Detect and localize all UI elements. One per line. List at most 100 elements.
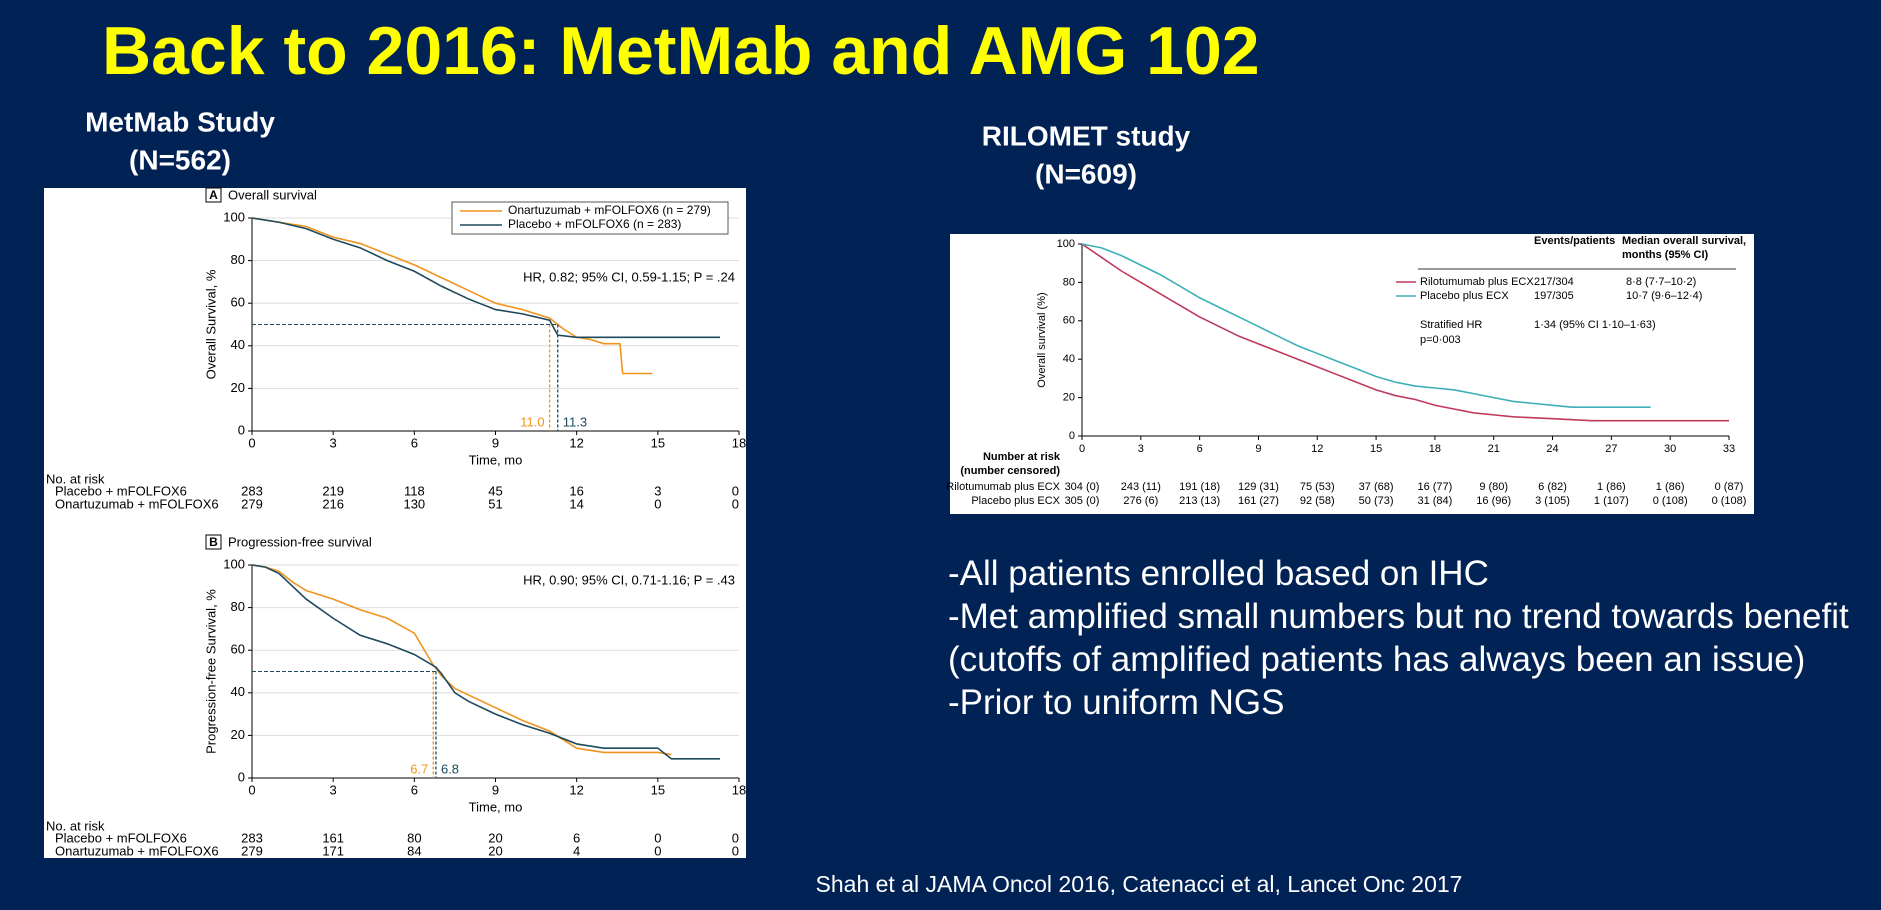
annotation: Stratified HR bbox=[1420, 319, 1482, 331]
risk-count: 283 bbox=[241, 483, 263, 498]
x-tick-label: 27 bbox=[1605, 443, 1617, 455]
x-tick-label: 18 bbox=[1429, 443, 1441, 455]
risk-count: 279 bbox=[241, 496, 263, 511]
risk-count: 118 bbox=[404, 483, 425, 498]
risk-row-label: Onartuzumab + mFOLFOX6 bbox=[55, 496, 219, 511]
y-tick-label: 80 bbox=[1063, 276, 1075, 288]
risk-count: 20 bbox=[488, 830, 502, 845]
risk-count: 279 bbox=[241, 843, 263, 858]
x-tick-label: 0 bbox=[248, 782, 255, 797]
risk-row-label: Onartuzumab + mFOLFOX6 bbox=[55, 843, 219, 858]
chart-title: Progression-free survival bbox=[228, 534, 372, 549]
x-tick-label: 30 bbox=[1664, 443, 1676, 455]
heading: (N=609) bbox=[1035, 158, 1137, 189]
risk-count: 3 bbox=[654, 483, 661, 498]
bullet: -Prior to uniform NGS bbox=[948, 683, 1285, 722]
x-tick-label: 0 bbox=[248, 435, 255, 450]
x-tick-label: 0 bbox=[1079, 443, 1085, 455]
table-cell: 197/305 bbox=[1534, 290, 1574, 302]
y-tick-label: 20 bbox=[231, 727, 245, 742]
x-tick-label: 6 bbox=[411, 435, 418, 450]
survival-curve bbox=[251, 564, 672, 756]
legend-box bbox=[451, 201, 729, 235]
risk-count: 0 bbox=[732, 830, 739, 845]
heading: MetMab Study bbox=[85, 106, 275, 137]
annotation: HR, 0.90; 95% CI, 0.71-1.16; P = .43 bbox=[523, 572, 735, 587]
risk-count: 0 bbox=[732, 496, 739, 511]
risk-count: 84 bbox=[407, 843, 421, 858]
y-axis-label: Overall Survival, % bbox=[203, 269, 218, 379]
y-tick-label: 40 bbox=[231, 684, 245, 699]
y-tick-label: 0 bbox=[238, 769, 245, 784]
median-label: 11.0 bbox=[520, 414, 544, 429]
annotation: 1·34 (95% CI 1·10–1·63) bbox=[1534, 319, 1656, 331]
x-tick-label: 9 bbox=[1255, 443, 1261, 455]
y-tick-label: 100 bbox=[1057, 238, 1075, 250]
y-tick-label: 80 bbox=[231, 252, 245, 267]
x-tick-label: 3 bbox=[330, 782, 337, 797]
median-label: 6.7 bbox=[410, 761, 428, 776]
risk-title: (number censored) bbox=[960, 465, 1060, 477]
bullet: -Met amplified small numbers but no tren… bbox=[948, 597, 1849, 679]
y-tick-label: 20 bbox=[1063, 392, 1075, 404]
legend-label: Placebo + mFOLFOX6 (n = 283) bbox=[508, 217, 681, 231]
figure-panel bbox=[950, 234, 1754, 514]
table-header: months (95% CI) bbox=[1622, 249, 1709, 261]
x-tick-label: 9 bbox=[492, 782, 499, 797]
bullet-list: -All patients enrolled based on IHC -Met… bbox=[948, 552, 1868, 724]
median-label: 6.8 bbox=[441, 761, 459, 776]
risk-count: 0 (108) bbox=[1712, 495, 1747, 507]
risk-count: 276 (6) bbox=[1123, 495, 1158, 507]
figure-panel bbox=[44, 188, 746, 858]
survival-curve bbox=[251, 564, 721, 760]
x-tick-label: 12 bbox=[569, 782, 583, 797]
risk-count: 14 bbox=[569, 496, 583, 511]
y-axis-label: Progression-free Survival, % bbox=[203, 589, 218, 754]
median-label: 11.3 bbox=[563, 414, 587, 429]
risk-count: 75 (53) bbox=[1300, 481, 1335, 493]
risk-count: 3 (105) bbox=[1535, 495, 1570, 507]
risk-count: 31 (84) bbox=[1417, 495, 1452, 507]
legend-label: Onartuzumab + mFOLFOX6 (n = 279) bbox=[508, 203, 711, 217]
x-tick-label: 33 bbox=[1723, 443, 1735, 455]
x-axis-label: Time, mo bbox=[469, 799, 523, 814]
risk-count: 161 bbox=[322, 830, 344, 845]
y-tick-label: 60 bbox=[231, 642, 245, 657]
x-tick-label: 15 bbox=[651, 782, 665, 797]
x-tick-label: 6 bbox=[411, 782, 418, 797]
risk-title: Number at risk bbox=[983, 451, 1061, 463]
risk-count: 4 bbox=[573, 843, 580, 858]
risk-count: 80 bbox=[407, 830, 421, 845]
risk-count: 45 bbox=[488, 483, 502, 498]
x-tick-label: 12 bbox=[569, 435, 583, 450]
y-tick-label: 100 bbox=[223, 556, 245, 571]
risk-count: 129 (31) bbox=[1238, 481, 1279, 493]
risk-count: 0 (87) bbox=[1715, 481, 1744, 493]
panel-box bbox=[205, 534, 222, 550]
risk-count: 0 bbox=[654, 843, 661, 858]
table-header: Events/patients bbox=[1534, 235, 1615, 247]
risk-row-label: Placebo + mFOLFOX6 bbox=[55, 830, 187, 845]
risk-count: 0 bbox=[732, 843, 739, 858]
y-tick-label: 60 bbox=[231, 295, 245, 310]
risk-count: 283 bbox=[241, 830, 263, 845]
risk-count: 16 (96) bbox=[1476, 495, 1511, 507]
y-tick-label: 80 bbox=[231, 599, 245, 614]
risk-count: 243 (11) bbox=[1121, 481, 1161, 493]
y-axis-label: Overall survival (%) bbox=[1036, 292, 1048, 387]
citation: Shah et al JAMA Oncol 2016, Catenacci et… bbox=[816, 871, 1463, 897]
risk-count: 16 bbox=[569, 483, 583, 498]
risk-count: 305 (0) bbox=[1065, 495, 1100, 507]
risk-count: 0 (108) bbox=[1653, 495, 1688, 507]
risk-count: 130 bbox=[403, 496, 425, 511]
risk-count: 304 (0) bbox=[1065, 481, 1100, 493]
x-tick-label: 3 bbox=[330, 435, 337, 450]
risk-title: No. at risk bbox=[46, 818, 105, 833]
y-tick-label: 0 bbox=[238, 422, 245, 437]
survival-curve bbox=[1081, 243, 1651, 409]
risk-count: 92 (58) bbox=[1300, 495, 1335, 507]
table-header: Median overall survival, bbox=[1622, 235, 1746, 247]
survival-curve bbox=[251, 217, 653, 375]
panel-box bbox=[205, 187, 222, 203]
